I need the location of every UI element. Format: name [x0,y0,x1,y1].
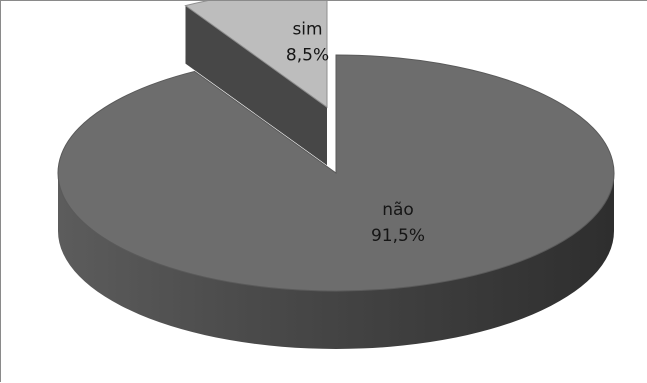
slice-value-sim: 8,5% [286,46,329,66]
slice-label-nao: não [382,200,414,220]
pie-top-sim [184,1,328,109]
pie-side-nao [58,173,614,349]
pie-slice-sim [184,1,328,166]
pie-slice-nao [57,54,615,349]
pie-top-nao [57,54,615,292]
pie-wall-sim [185,5,328,166]
slice-value-nao: 91,5% [371,226,425,246]
slice-label-sim: sim [292,20,322,40]
